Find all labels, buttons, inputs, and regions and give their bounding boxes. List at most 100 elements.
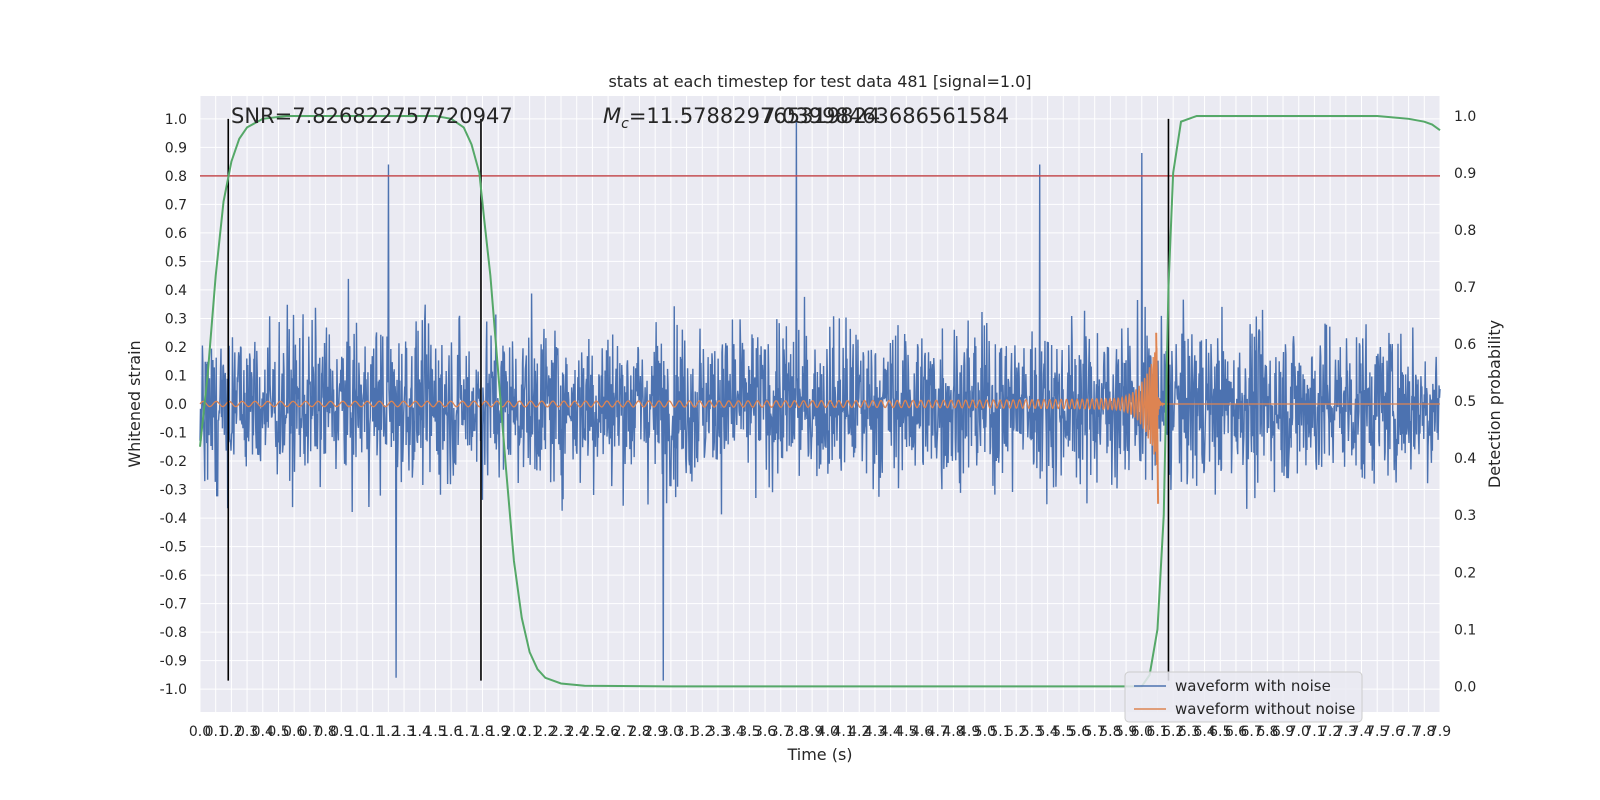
x-tick-label: 7.8	[1413, 724, 1435, 740]
y-tick-label: 0.8	[165, 169, 187, 185]
svg-text:Mc=11.578829765319824: Mc=11.578829765319824	[603, 104, 880, 132]
x-tick-label: 4.9	[958, 724, 980, 740]
right-y-tick-label: 0.8	[1454, 223, 1476, 239]
x-tick-label: 1.4	[409, 724, 431, 740]
x-tick-label: 7.6	[1382, 724, 1404, 740]
x-tick-label: 4.0	[817, 724, 839, 740]
right-y-tick-label: 0.9	[1454, 166, 1476, 182]
x-tick-label: 1.2	[377, 724, 399, 740]
detection-probability-line	[199, 114, 1441, 688]
x-tick-label: 2.2	[534, 724, 556, 740]
right-y-tick-label: 0.7	[1454, 280, 1476, 296]
y-tick-label: -0.3	[160, 483, 187, 499]
x-tick-label: 7.5	[1366, 724, 1388, 740]
x-tick-label: 2.1	[518, 724, 540, 740]
x-tick-label: 6.4	[1193, 724, 1215, 740]
right-y-tick-label: 0.3	[1454, 508, 1476, 524]
x-tick-label: 2.6	[597, 724, 619, 740]
x-tick-label: 0.3	[236, 724, 258, 740]
x-tick-label: 0.8	[314, 724, 336, 740]
x-tick-label: 5.5	[1052, 724, 1074, 740]
x-tick-label: 5.7	[1084, 724, 1106, 740]
y-tick-label: 0.2	[165, 340, 187, 356]
x-tick-label: 5.2	[1005, 724, 1027, 740]
legend-box	[1124, 671, 1363, 723]
y-axis-label: Whitened strain	[125, 340, 144, 467]
x-tick-label: 3.6	[754, 724, 776, 740]
x-tick-label: 1.7	[456, 724, 478, 740]
x-tick-label: 4.7	[927, 724, 949, 740]
x-tick-label: 5.4	[1036, 724, 1058, 740]
y-tick-label: 0.1	[165, 368, 187, 384]
x-tick-label: 6.2	[1162, 724, 1184, 740]
x-tick-label: 2.9	[644, 724, 666, 740]
x-tick-label: 7.3	[1335, 724, 1357, 740]
x-tick-label: 0.9	[330, 724, 352, 740]
x-tick-label: 4.5	[895, 724, 917, 740]
x-tick-label: 1.0	[346, 724, 368, 740]
right-y-tick-labels: 0.0 0.1 0.2 0.3 0.4 0.5 0.6 0.7 0.8 0.9 1.0	[1454, 109, 1476, 695]
left-y-tick-labels: -1.0 -0.9 -0.8 -0.7 -0.6 -0.5 -0.4 -0.3 -0.2 -0.1…	[160, 112, 187, 698]
snr-annotation: SNR=7.826822757720947	[231, 104, 513, 128]
waveform-without-noise-line	[199, 347, 1440, 465]
y-tick-label: 1.0	[165, 112, 187, 128]
y-tick-label: 0.3	[165, 311, 187, 327]
x-tick-label: 5.9	[1115, 724, 1137, 740]
x-tick-label: 1.6	[440, 724, 462, 740]
x-tick-label: 6.7	[1241, 724, 1263, 740]
right-y-tick-label: 0.2	[1454, 565, 1476, 581]
chirp-mass-value: =11.578829765319824	[629, 104, 880, 128]
right-y-axis-label: Detection probability	[1485, 320, 1504, 488]
x-tick-label: 0.1	[205, 724, 227, 740]
waveform-without-noise-series	[199, 332, 1440, 504]
waveform-with-noise-line	[199, 118, 1441, 681]
legend-label-noise: waveform with noise	[1175, 677, 1331, 695]
x-axis-label: Time (s)	[786, 745, 852, 764]
chirp-mass-subscript: c	[621, 116, 629, 132]
x-tick-label: 7.4	[1350, 724, 1372, 740]
x-tick-label: 3.9	[801, 724, 823, 740]
x-tick-label: 7.1	[1303, 724, 1325, 740]
x-tick-label: 3.7	[770, 724, 792, 740]
chirp-mass-annotation: Mc=11.578829765319824 7.0399846368656158…	[603, 104, 1009, 132]
x-tick-label: 1.9	[487, 724, 509, 740]
right-y-tick-label: 0.1	[1454, 622, 1476, 638]
x-tick-label: 5.0	[974, 724, 996, 740]
right-y-tick-label: 0.5	[1454, 394, 1476, 410]
x-tick-label: 2.5	[581, 724, 603, 740]
y-tick-label: 0.0	[165, 397, 187, 413]
x-tick-label: 6.5	[1209, 724, 1231, 740]
x-tick-label: 4.1	[832, 724, 854, 740]
x-tick-label: 2.3	[550, 724, 572, 740]
legend-label-clean: waveform without noise	[1175, 700, 1355, 718]
x-tick-labels: 0.00.10.20.30.40.50.60.70.80.91.01.11.21…	[189, 724, 1451, 740]
detection-probability-series	[199, 114, 1441, 688]
x-tick-label: 3.5	[738, 724, 760, 740]
x-tick-label: 1.8	[471, 724, 493, 740]
x-tick-label: 0.0	[189, 724, 211, 740]
x-tick-label: 3.4	[723, 724, 745, 740]
x-tick-label: 4.6	[911, 724, 933, 740]
x-tick-label: 3.8	[785, 724, 807, 740]
x-tick-label: 6.3	[1178, 724, 1200, 740]
x-tick-label: 6.1	[1146, 724, 1168, 740]
x-tick-label: 7.2	[1319, 724, 1341, 740]
x-tick-label: 1.1	[362, 724, 384, 740]
x-tick-label: 3.0	[660, 724, 682, 740]
y-tick-label: -0.7	[160, 597, 187, 613]
y-tick-label: -0.4	[160, 511, 187, 527]
y-tick-label: 0.5	[165, 254, 187, 270]
chirp-mass-symbol: M	[603, 104, 621, 128]
x-tick-label: 5.8	[1099, 724, 1121, 740]
x-tick-label: 6.8	[1256, 724, 1278, 740]
y-tick-label: 0.7	[165, 197, 187, 213]
x-tick-label: 3.3	[707, 724, 729, 740]
y-tick-label: 0.4	[165, 283, 187, 299]
x-tick-label: 1.3	[393, 724, 415, 740]
y-tick-label: -1.0	[160, 682, 187, 698]
x-tick-label: 7.9	[1429, 724, 1451, 740]
y-tick-label: -0.2	[160, 454, 187, 470]
right-y-tick-label: 0.0	[1454, 679, 1476, 695]
y-tick-label: -0.1	[160, 426, 187, 442]
